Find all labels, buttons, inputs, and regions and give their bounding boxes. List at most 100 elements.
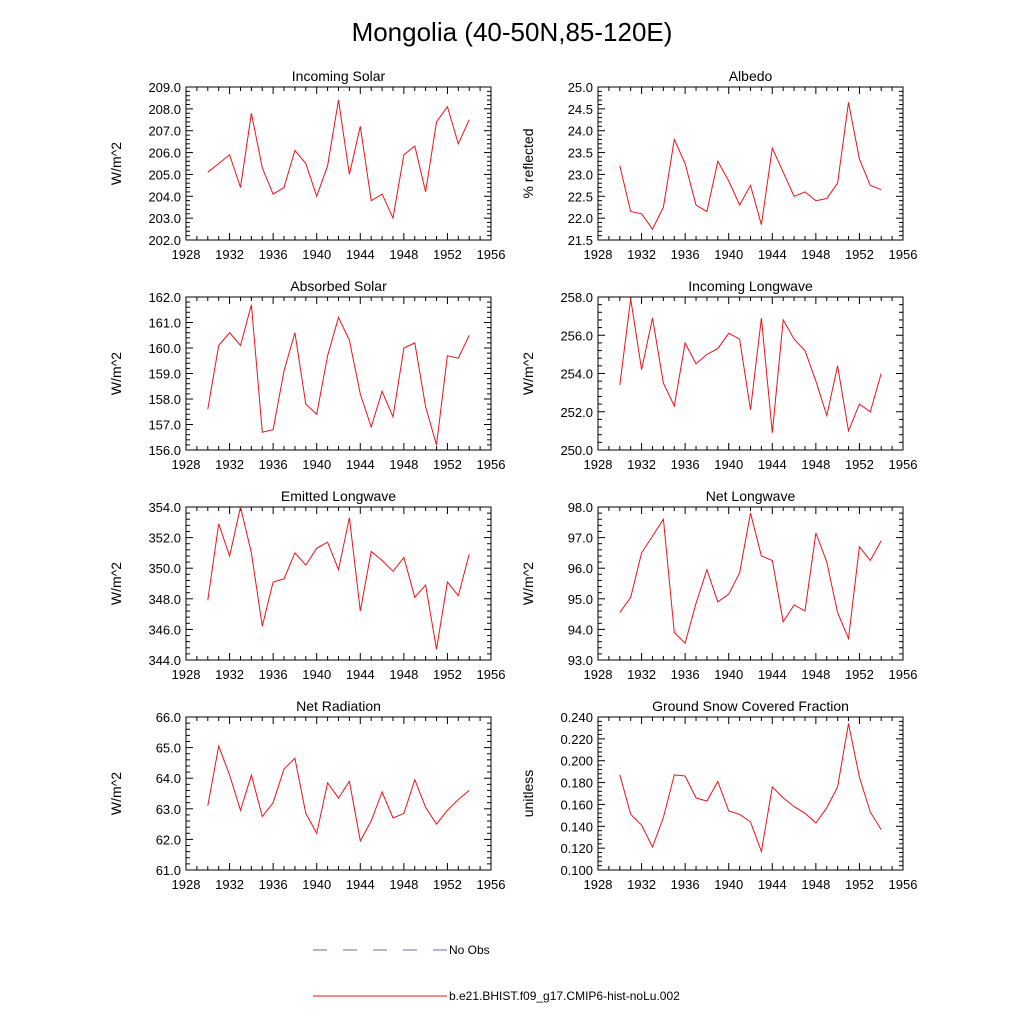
plot-frame: [597, 506, 904, 661]
y-tick-label: 0.120: [560, 841, 593, 856]
series-line: [207, 100, 470, 220]
x-tick-label: 1928: [172, 877, 201, 892]
x-tick-label: 1956: [889, 877, 918, 892]
x-tick-label: 1932: [627, 667, 656, 682]
y-tick-label: 25.0: [568, 80, 593, 95]
y-tick-label: 157.0: [148, 418, 181, 433]
x-tick-label: 1940: [302, 247, 331, 262]
panel-title: Incoming Solar: [292, 68, 386, 84]
y-axis-title: W/m^2: [520, 352, 536, 395]
legend-label-no-obs: No Obs: [449, 943, 490, 957]
y-tick-label: 156.0: [148, 443, 181, 458]
x-tick-label: 1928: [172, 247, 201, 262]
y-tick-label: 258.0: [560, 290, 593, 305]
x-tick-label: 1948: [801, 877, 830, 892]
series-line: [619, 723, 882, 854]
y-tick-label: 162.0: [148, 290, 181, 305]
y-tick-label: 62.0: [156, 832, 181, 847]
y-tick-label: 64.0: [156, 771, 181, 786]
x-tick-label: 1932: [215, 247, 244, 262]
y-tick-label: 204.0: [148, 189, 181, 204]
y-tick-label: 61.0: [156, 863, 181, 878]
panel-albedo: 1928 1932 1936 1940 1944 1948 1952 1956 21.5 22.0…: [520, 68, 917, 262]
y-tick-label: 96.0: [568, 561, 593, 576]
x-tick-label: 1928: [584, 667, 613, 682]
y-tick-label: 344.0: [148, 653, 181, 668]
legend-label-model: b.e21.BHIST.f09_g17.CMIP6-hist-noLu.002: [449, 989, 680, 1003]
y-axis-title: unitless: [520, 770, 536, 817]
x-tick-label: 1928: [584, 877, 613, 892]
x-tick-label: 1948: [801, 247, 830, 262]
panel-title: Emitted Longwave: [281, 488, 396, 504]
y-tick-label: 203.0: [148, 211, 181, 226]
x-tick-label: 1940: [302, 457, 331, 472]
y-tick-label: 346.0: [148, 622, 181, 637]
y-axis-title: W/m^2: [108, 772, 124, 815]
x-tick-label: 1956: [889, 457, 918, 472]
x-tick-label: 1936: [259, 877, 288, 892]
x-tick-label: 1952: [433, 667, 462, 682]
y-tick-label: 208.0: [148, 102, 181, 117]
y-tick-label: 202.0: [148, 233, 181, 248]
x-tick-label: 1940: [302, 877, 331, 892]
x-tick-label: 1956: [477, 667, 506, 682]
x-tick-label: 1948: [801, 457, 830, 472]
panel-title: Net Radiation: [296, 698, 381, 714]
legend: No Obs b.e21.BHIST.f09_g17.CMIP6-hist-no…: [313, 943, 680, 1003]
x-tick-label: 1952: [845, 877, 874, 892]
y-tick-label: 23.5: [568, 146, 593, 161]
y-tick-label: 352.0: [148, 531, 181, 546]
y-tick-label: 21.5: [568, 233, 593, 248]
x-tick-label: 1932: [215, 877, 244, 892]
y-tick-label: 0.200: [560, 754, 593, 769]
panel-incoming-solar: 1928 1932 1936 1940 1944 1948 1952 1956 202.0 203…: [108, 68, 505, 262]
y-axis-title: % reflected: [520, 128, 536, 198]
y-tick-label: 209.0: [148, 80, 181, 95]
y-axis-title: W/m^2: [108, 352, 124, 395]
x-tick-label: 1952: [845, 247, 874, 262]
y-tick-label: 207.0: [148, 124, 181, 139]
x-tick-label: 1944: [758, 247, 787, 262]
y-tick-label: 354.0: [148, 500, 181, 515]
y-tick-label: 22.0: [568, 211, 593, 226]
x-tick-label: 1944: [758, 877, 787, 892]
x-tick-label: 1952: [433, 247, 462, 262]
x-tick-label: 1932: [215, 457, 244, 472]
x-tick-label: 1952: [433, 877, 462, 892]
x-tick-label: 1940: [302, 667, 331, 682]
plot-frame: [185, 716, 492, 871]
x-tick-label: 1936: [671, 877, 700, 892]
panel-ground-snow-covered-fraction: 1928 1932 1936 1940 1944 1948 1952 1956 0.100 0.1…: [520, 698, 917, 892]
y-tick-label: 22.5: [568, 189, 593, 204]
main-title: Mongolia (40-50N,85-120E): [352, 17, 673, 47]
x-tick-label: 1928: [172, 457, 201, 472]
x-tick-label: 1940: [714, 457, 743, 472]
y-axis-title: W/m^2: [108, 142, 124, 185]
plot-frame: [597, 716, 904, 871]
y-tick-label: 94.0: [568, 622, 593, 637]
plot-frame: [185, 506, 492, 661]
x-tick-label: 1956: [889, 247, 918, 262]
x-tick-label: 1944: [758, 457, 787, 472]
y-tick-label: 97.0: [568, 531, 593, 546]
y-axis-title: W/m^2: [520, 562, 536, 605]
x-tick-label: 1956: [477, 247, 506, 262]
y-tick-label: 256.0: [560, 328, 593, 343]
y-tick-label: 0.160: [560, 797, 593, 812]
y-axis-title: W/m^2: [108, 562, 124, 605]
plot-frame: [597, 296, 904, 451]
x-tick-label: 1940: [714, 667, 743, 682]
panel-net-radiation: 1928 1932 1936 1940 1944 1948 1952 1956 61.0 62.0…: [108, 698, 505, 892]
x-tick-label: 1928: [172, 667, 201, 682]
x-tick-label: 1936: [671, 457, 700, 472]
x-tick-label: 1932: [627, 877, 656, 892]
x-tick-label: 1948: [389, 877, 418, 892]
panel-title: Net Longwave: [706, 488, 796, 504]
x-tick-label: 1952: [433, 457, 462, 472]
x-tick-label: 1936: [259, 247, 288, 262]
x-tick-label: 1928: [584, 247, 613, 262]
x-tick-label: 1956: [477, 457, 506, 472]
y-tick-label: 252.0: [560, 405, 593, 420]
x-tick-label: 1948: [801, 667, 830, 682]
